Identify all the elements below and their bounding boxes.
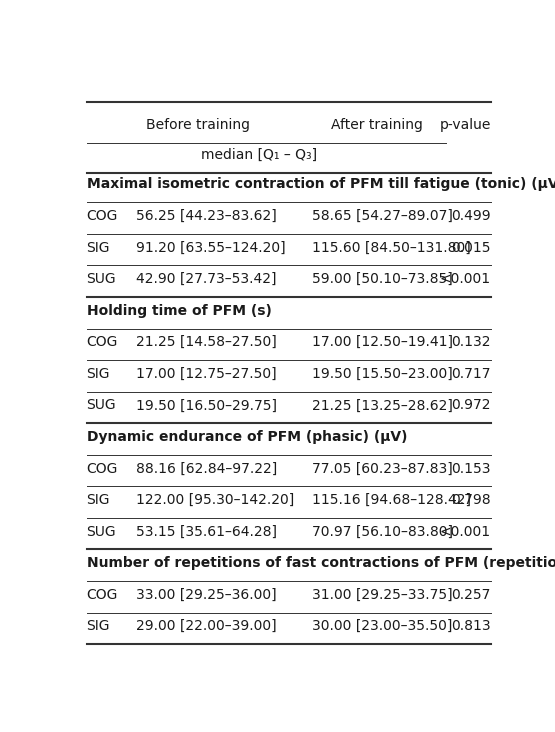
Text: Holding time of PFM (s): Holding time of PFM (s) bbox=[87, 304, 271, 318]
Text: 0.015: 0.015 bbox=[451, 241, 491, 255]
Text: median [Q₁ – Q₃]: median [Q₁ – Q₃] bbox=[200, 148, 317, 163]
Text: 0.972: 0.972 bbox=[451, 398, 491, 412]
Text: 115.60 [84.50–131.80]: 115.60 [84.50–131.80] bbox=[312, 241, 471, 255]
Text: 88.16 [62.84–97.22]: 88.16 [62.84–97.22] bbox=[136, 462, 278, 476]
Text: 0.257: 0.257 bbox=[452, 588, 491, 602]
Text: COG: COG bbox=[87, 588, 118, 602]
Text: 31.00 [29.25–33.75]: 31.00 [29.25–33.75] bbox=[312, 588, 453, 602]
Text: p-value: p-value bbox=[440, 118, 491, 132]
Text: 21.25 [13.25–28.62]: 21.25 [13.25–28.62] bbox=[312, 398, 453, 412]
Text: SIG: SIG bbox=[87, 367, 110, 381]
Text: <0.001: <0.001 bbox=[440, 525, 491, 539]
Text: 77.05 [60.23–87.83]: 77.05 [60.23–87.83] bbox=[312, 462, 453, 476]
Text: 59.00 [50.10–73.85]: 59.00 [50.10–73.85] bbox=[312, 272, 453, 286]
Text: 21.25 [14.58–27.50]: 21.25 [14.58–27.50] bbox=[136, 335, 277, 349]
Text: COG: COG bbox=[87, 335, 118, 349]
Text: 91.20 [63.55–124.20]: 91.20 [63.55–124.20] bbox=[136, 241, 286, 255]
Text: After training: After training bbox=[331, 118, 423, 132]
Text: 30.00 [23.00–35.50]: 30.00 [23.00–35.50] bbox=[312, 619, 453, 633]
Text: 17.00 [12.50–19.41]: 17.00 [12.50–19.41] bbox=[312, 335, 453, 349]
Text: 29.00 [22.00–39.00]: 29.00 [22.00–39.00] bbox=[136, 619, 277, 633]
Text: 58.65 [54.27–89.07]: 58.65 [54.27–89.07] bbox=[312, 209, 453, 223]
Text: 42.90 [27.73–53.42]: 42.90 [27.73–53.42] bbox=[136, 272, 276, 286]
Text: Number of repetitions of fast contractions of PFM (repetitions): Number of repetitions of fast contractio… bbox=[87, 556, 555, 570]
Text: <0.001: <0.001 bbox=[440, 272, 491, 286]
Text: 70.97 [56.10–83.80]: 70.97 [56.10–83.80] bbox=[312, 525, 453, 539]
Text: Before training: Before training bbox=[147, 118, 250, 132]
Text: SUG: SUG bbox=[87, 272, 116, 286]
Text: COG: COG bbox=[87, 462, 118, 476]
Text: 0.798: 0.798 bbox=[451, 493, 491, 507]
Text: 0.153: 0.153 bbox=[451, 462, 491, 476]
Text: 0.813: 0.813 bbox=[451, 619, 491, 633]
Text: 17.00 [12.75–27.50]: 17.00 [12.75–27.50] bbox=[136, 367, 277, 381]
Text: COG: COG bbox=[87, 209, 118, 223]
Text: 33.00 [29.25–36.00]: 33.00 [29.25–36.00] bbox=[136, 588, 277, 602]
Text: 115.16 [94.68–128.42]: 115.16 [94.68–128.42] bbox=[312, 493, 471, 507]
Text: SUG: SUG bbox=[87, 398, 116, 412]
Text: 122.00 [95.30–142.20]: 122.00 [95.30–142.20] bbox=[136, 493, 294, 507]
Text: SIG: SIG bbox=[87, 493, 110, 507]
Text: Dynamic endurance of PFM (phasic) (μV): Dynamic endurance of PFM (phasic) (μV) bbox=[87, 430, 407, 444]
Text: 19.50 [16.50–29.75]: 19.50 [16.50–29.75] bbox=[136, 398, 277, 412]
Text: SIG: SIG bbox=[87, 619, 110, 633]
Text: 0.132: 0.132 bbox=[451, 335, 491, 349]
Text: SUG: SUG bbox=[87, 525, 116, 539]
Text: 0.717: 0.717 bbox=[451, 367, 491, 381]
Text: 53.15 [35.61–64.28]: 53.15 [35.61–64.28] bbox=[136, 525, 277, 539]
Text: 0.499: 0.499 bbox=[451, 209, 491, 223]
Text: SIG: SIG bbox=[87, 241, 110, 255]
Text: Maximal isometric contraction of PFM till fatigue (tonic) (μV): Maximal isometric contraction of PFM til… bbox=[87, 177, 555, 192]
Text: 19.50 [15.50–23.00]: 19.50 [15.50–23.00] bbox=[312, 367, 453, 381]
Text: 56.25 [44.23–83.62]: 56.25 [44.23–83.62] bbox=[136, 209, 277, 223]
